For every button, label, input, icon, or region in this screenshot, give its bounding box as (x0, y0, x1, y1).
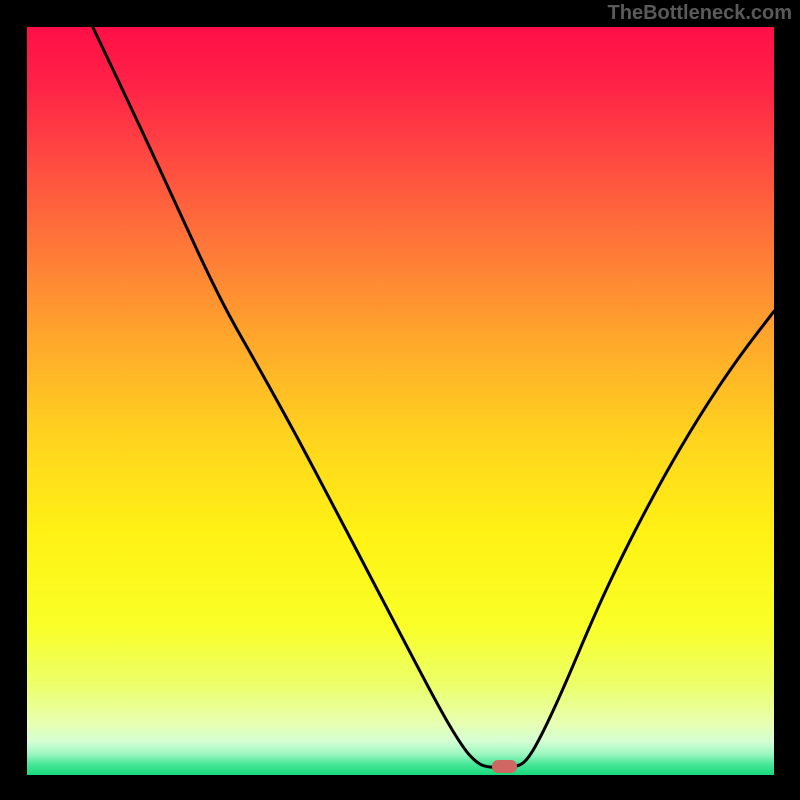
bottleneck-curve (27, 27, 774, 775)
watermark-text: TheBottleneck.com (608, 2, 792, 25)
plot-area (27, 27, 774, 775)
optimum-marker (492, 760, 517, 773)
chart-container: TheBottleneck.com (0, 0, 800, 800)
